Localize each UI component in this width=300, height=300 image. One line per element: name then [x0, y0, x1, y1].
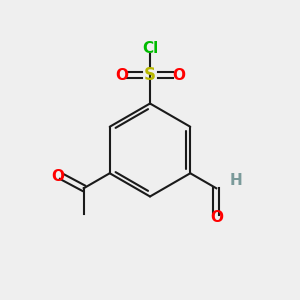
Text: O: O — [210, 210, 223, 225]
Text: Cl: Cl — [142, 41, 158, 56]
Text: S: S — [144, 66, 156, 84]
Text: O: O — [51, 169, 64, 184]
Text: O: O — [172, 68, 185, 82]
Text: O: O — [115, 68, 128, 82]
Text: H: H — [230, 173, 242, 188]
